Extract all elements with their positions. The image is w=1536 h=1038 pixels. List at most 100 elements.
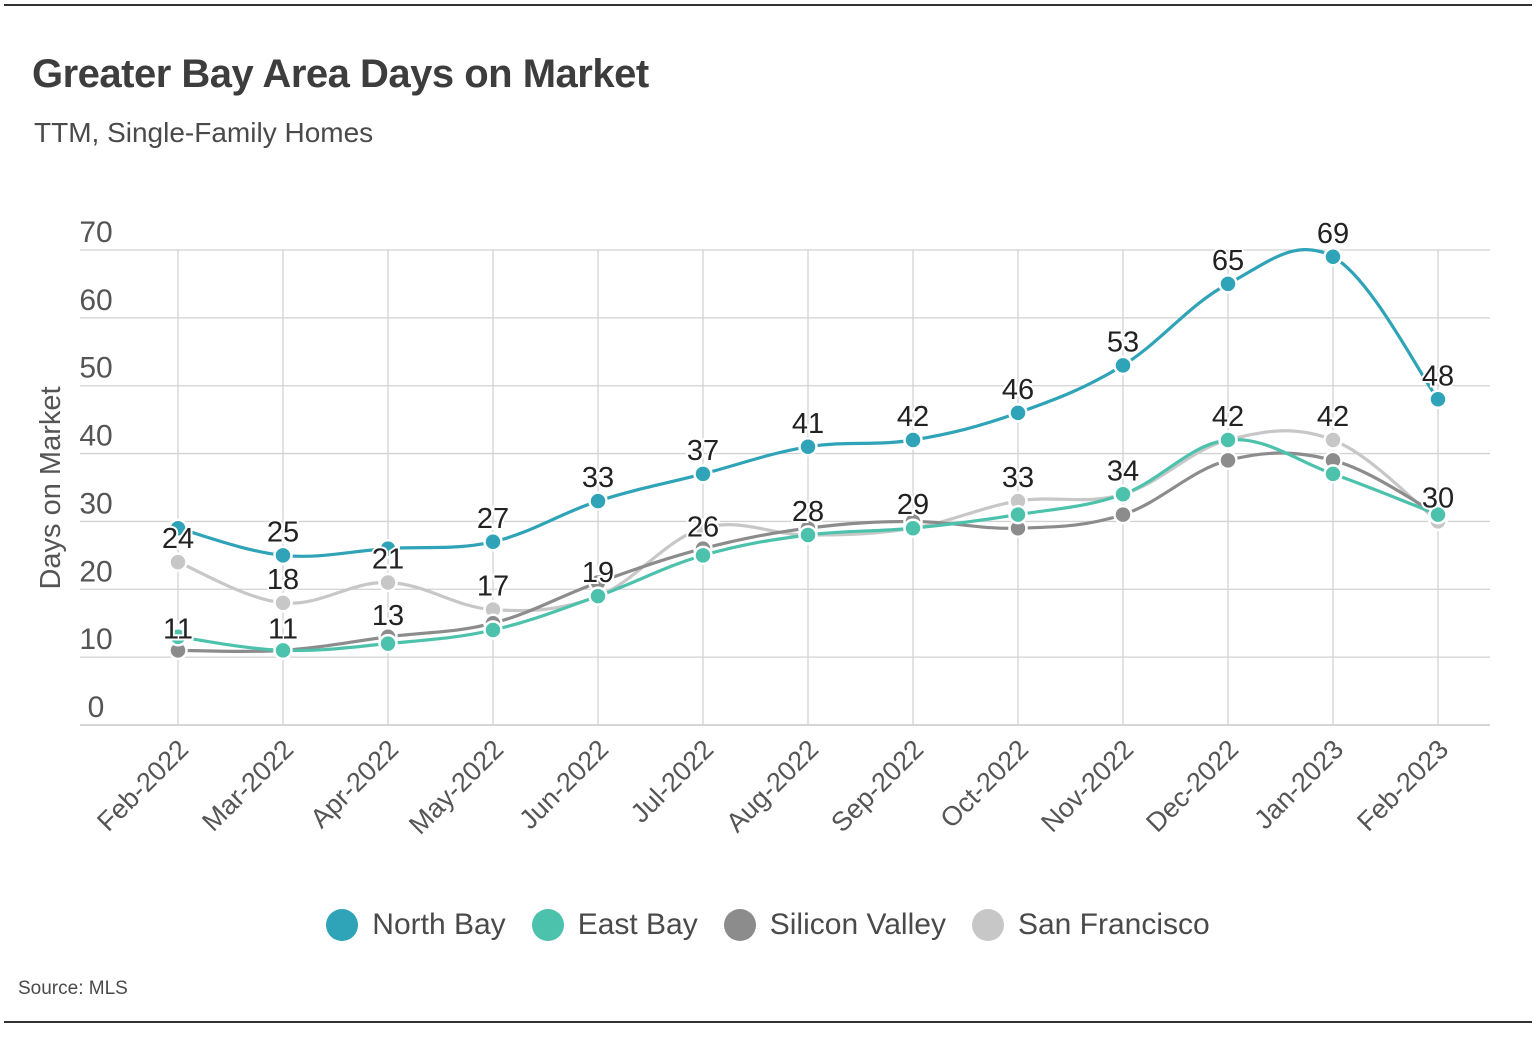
data-point-east-bay [903, 518, 923, 538]
data-point-north-bay [903, 430, 923, 450]
data-point-north-bay [168, 518, 188, 538]
data-label-san-francisco: 18 [267, 564, 299, 596]
data-point-san-francisco [1323, 430, 1343, 450]
y-tick-label: 70 [79, 216, 112, 249]
legend-swatch-san-francisco [971, 909, 1004, 941]
legend-item-silicon-valley: Silicon Valley [723, 908, 946, 942]
legend-swatch-east-bay [531, 909, 564, 941]
y-tick-label: 30 [79, 487, 112, 520]
legend-label-east-bay: East Bay [577, 908, 698, 941]
data-point-san-francisco [273, 593, 293, 613]
data-label-san-francisco: 42 [1212, 401, 1244, 433]
data-point-san-francisco [378, 572, 398, 593]
x-tick-label: Feb-2022 [91, 734, 194, 837]
legend-item-north-bay: North Bay [326, 908, 506, 942]
legend-swatch-silicon-valley [723, 909, 756, 941]
chart-legend: North Bay East Bay Silicon Valley San Franc… [0, 908, 1536, 942]
data-label-san-francisco: 21 [372, 544, 404, 576]
data-label-silicon-valley: 11 [268, 613, 298, 645]
x-tick-label: Dec-2022 [1140, 734, 1244, 838]
x-tick-label: Nov-2022 [1035, 734, 1139, 838]
x-tick-label: Mar-2022 [196, 734, 299, 837]
data-label-san-francisco: 26 [687, 512, 719, 544]
x-tick-label: Sep-2022 [825, 734, 929, 838]
data-point-north-bay [1323, 247, 1343, 267]
data-point-east-bay [483, 620, 503, 640]
data-point-north-bay [1428, 389, 1448, 410]
data-label-silicon-valley: 13 [372, 600, 404, 632]
data-point-silicon-valley [1218, 450, 1238, 471]
data-label-san-francisco: 28 [792, 496, 824, 528]
x-tick-label: May-2022 [403, 734, 509, 840]
data-label-san-francisco: 33 [1002, 462, 1034, 494]
data-label-north-bay: 69 [1317, 218, 1349, 250]
data-point-east-bay [1428, 504, 1448, 525]
legend-label-north-bay: North Bay [372, 908, 506, 941]
data-point-east-bay [693, 545, 713, 566]
legend-label-san-francisco: San Francisco [1017, 908, 1210, 941]
data-point-east-bay [1008, 504, 1028, 525]
chart-title: Greater Bay Area Days on Market [32, 52, 649, 96]
data-point-north-bay [378, 538, 398, 559]
data-label-san-francisco: 17 [477, 571, 509, 603]
y-tick-label: 20 [79, 555, 112, 588]
data-label-san-francisco: 34 [1107, 455, 1139, 487]
y-tick-label: 40 [79, 420, 112, 453]
data-label-silicon-valley: 11 [163, 613, 193, 645]
y-tick-label: 50 [79, 352, 112, 385]
data-point-north-bay [1113, 355, 1133, 376]
data-point-north-bay [693, 464, 713, 484]
data-label-north-bay: 25 [267, 516, 299, 548]
data-label-north-bay: 65 [1212, 245, 1244, 277]
x-tick-label: Jan-2023 [1248, 734, 1349, 835]
x-tick-label: Aug-2022 [720, 734, 824, 838]
data-point-east-bay [378, 633, 398, 654]
data-label-north-bay: 37 [687, 435, 719, 467]
data-label-san-francisco: 29 [897, 489, 929, 521]
data-point-east-bay [1323, 464, 1343, 484]
data-point-silicon-valley [1113, 504, 1133, 525]
data-label-san-francisco: 19 [582, 557, 614, 589]
source-note: Source: MLS [18, 978, 128, 999]
data-label-north-bay: 27 [477, 503, 509, 535]
y-tick-label: 60 [79, 284, 112, 317]
y-tick-label: 10 [79, 623, 112, 656]
x-tick-label: Jun-2022 [513, 734, 614, 835]
data-point-north-bay [483, 532, 503, 552]
data-point-east-bay [1218, 430, 1238, 450]
data-label-north-bay: 53 [1107, 326, 1139, 358]
data-label-north-bay: 33 [582, 462, 614, 494]
data-point-east-bay [588, 586, 608, 606]
data-point-north-bay [1008, 403, 1028, 423]
data-label-north-bay: 42 [897, 401, 929, 433]
data-point-north-bay [798, 437, 818, 457]
data-label-san-francisco: 30 [1422, 482, 1454, 514]
x-tick-label: Jul-2022 [625, 734, 719, 828]
data-label-san-francisco: 24 [162, 523, 194, 555]
data-point-east-bay [798, 525, 818, 545]
legend-item-east-bay: East Bay [531, 908, 698, 942]
data-point-north-bay [1218, 274, 1238, 294]
data-point-east-bay [273, 640, 293, 661]
data-point-san-francisco [168, 552, 188, 572]
y-axis-label: Days on Market [35, 386, 67, 589]
x-tick-label: Feb-2023 [1351, 734, 1454, 837]
data-label-north-bay: 41 [792, 408, 824, 440]
data-label-san-francisco: 42 [1317, 401, 1349, 433]
top-rule [4, 4, 1532, 6]
data-label-north-bay: 48 [1422, 360, 1454, 392]
x-tick-label: Oct-2022 [934, 734, 1034, 834]
data-point-east-bay [1113, 484, 1133, 505]
data-point-north-bay [588, 491, 608, 511]
data-point-san-francisco [693, 518, 713, 538]
data-label-north-bay: 46 [1002, 374, 1034, 406]
chart-subtitle: TTM, Single-Family Homes [34, 117, 374, 148]
data-point-north-bay [273, 545, 293, 566]
legend-item-san-francisco: San Francisco [971, 908, 1210, 942]
legend-label-silicon-valley: Silicon Valley [769, 908, 946, 941]
x-tick-label: Apr-2022 [304, 734, 404, 834]
y-tick-label: 0 [88, 691, 105, 724]
legend-swatch-north-bay [326, 909, 359, 941]
bottom-rule [4, 1021, 1532, 1023]
